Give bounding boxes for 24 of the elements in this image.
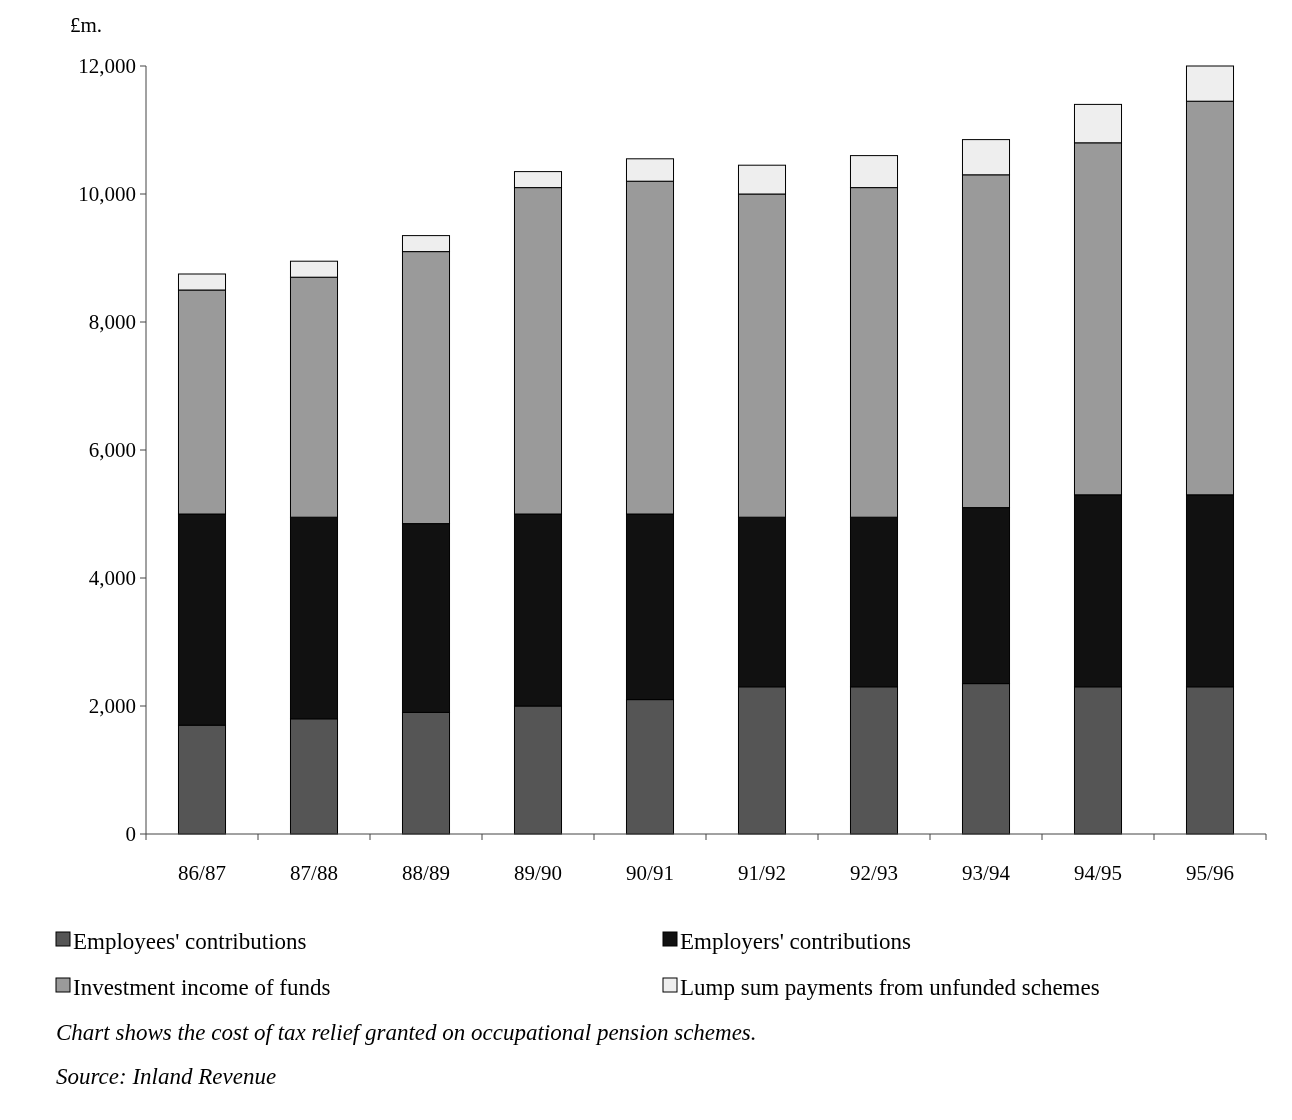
x-tick-label: 95/96 — [1186, 861, 1234, 885]
x-tick-label: 92/93 — [850, 861, 898, 885]
y-tick-label: 4,000 — [88, 566, 136, 591]
x-tick-label: 91/92 — [738, 861, 786, 885]
x-tick-label: 87/88 — [290, 861, 338, 885]
source-note: Source: Inland Revenue — [56, 1064, 277, 1089]
x-tick-label: 86/87 — [178, 861, 226, 885]
y-tick-label: 6,000 — [88, 438, 136, 463]
text: Chart shows the cost of tax relief granted on occupational pension schemes. — [56, 1020, 757, 1045]
x-tick-label: 90/91 — [626, 861, 674, 885]
y-tick-label: 0 — [125, 822, 136, 847]
x-tick-label: 89/90 — [514, 861, 562, 885]
legend-label: Employees' contributions — [73, 929, 307, 955]
y-tick-label: 10,000 — [78, 182, 136, 207]
y-tick-label: 8,000 — [88, 310, 136, 335]
x-tick-label: 93/94 — [962, 861, 1011, 885]
legend-label: Employers' contributions — [680, 929, 911, 955]
y-tick-label: 2,000 — [88, 694, 136, 719]
x-tick-label: 88/89 — [402, 861, 450, 885]
legend-label: Lump sum payments from unfunded schemes — [680, 975, 1100, 1001]
y-axis-title: £m. — [70, 13, 103, 37]
y-tick-label: 12,000 — [78, 54, 136, 79]
x-tick-label: 94/95 — [1074, 861, 1122, 885]
legend-label: Investment income of funds — [73, 975, 331, 1001]
